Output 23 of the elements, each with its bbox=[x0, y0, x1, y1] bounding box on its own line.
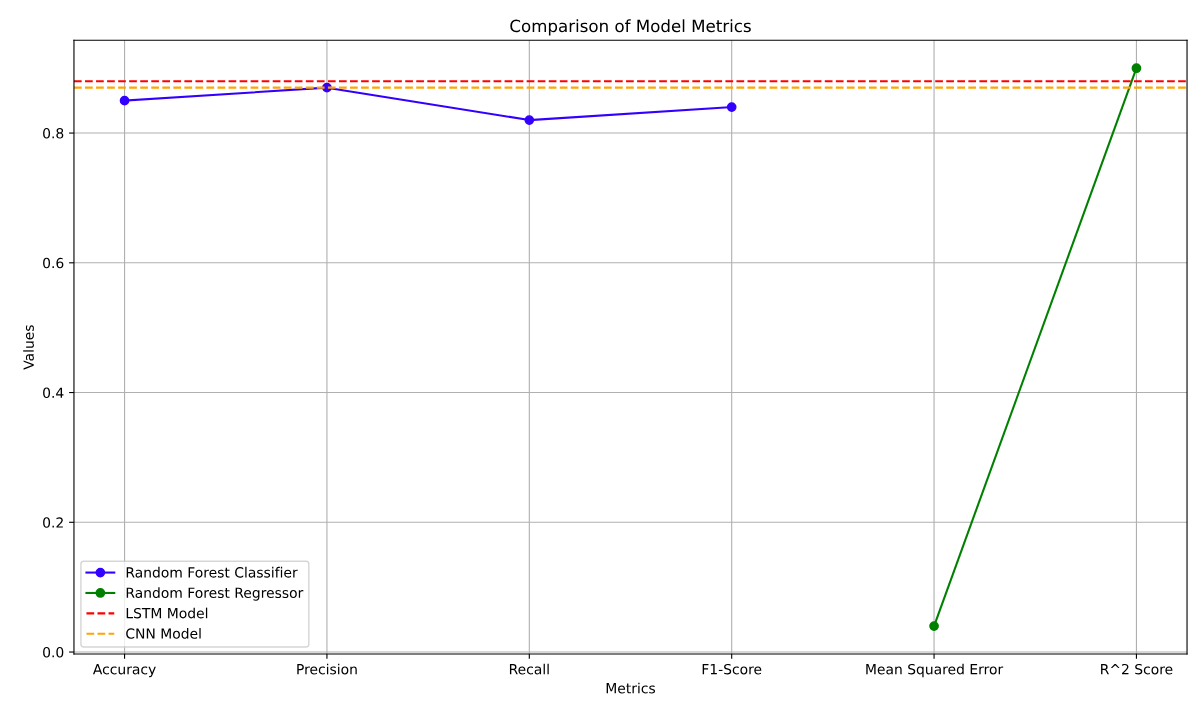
x-tick-label: F1-Score bbox=[702, 663, 762, 675]
legend-label: Random Forest Regressor bbox=[126, 587, 304, 601]
x-tick-label: R^2 Score bbox=[1101, 663, 1173, 675]
x-tick-label: Precision bbox=[297, 663, 357, 675]
y-tick-label: 0.6 bbox=[43, 257, 64, 269]
point bbox=[119, 95, 130, 106]
point bbox=[524, 115, 535, 125]
y-tick-label: 0.0 bbox=[43, 647, 64, 658]
y-axis-title: Values bbox=[23, 325, 34, 370]
y-tick-label: 0.8 bbox=[43, 128, 64, 139]
point bbox=[1131, 63, 1142, 74]
chart-title: Comparison of Model Metrics bbox=[510, 19, 751, 36]
x-axis-title: Metrics bbox=[606, 682, 656, 694]
x-tick-label: Mean Squared Error bbox=[866, 663, 1004, 678]
legend-label: CNN Model bbox=[126, 628, 201, 639]
point bbox=[726, 102, 737, 112]
x-tick-label: Recall bbox=[509, 663, 549, 675]
y-tick-label: 0.2 bbox=[43, 517, 63, 528]
point bbox=[929, 621, 939, 631]
legend-label: LSTM Model bbox=[126, 607, 208, 619]
y-tick-label: 0.4 bbox=[43, 387, 64, 399]
legend-label: Random Forest Classifier bbox=[126, 566, 298, 578]
x-tick-label: Accuracy bbox=[92, 664, 156, 678]
